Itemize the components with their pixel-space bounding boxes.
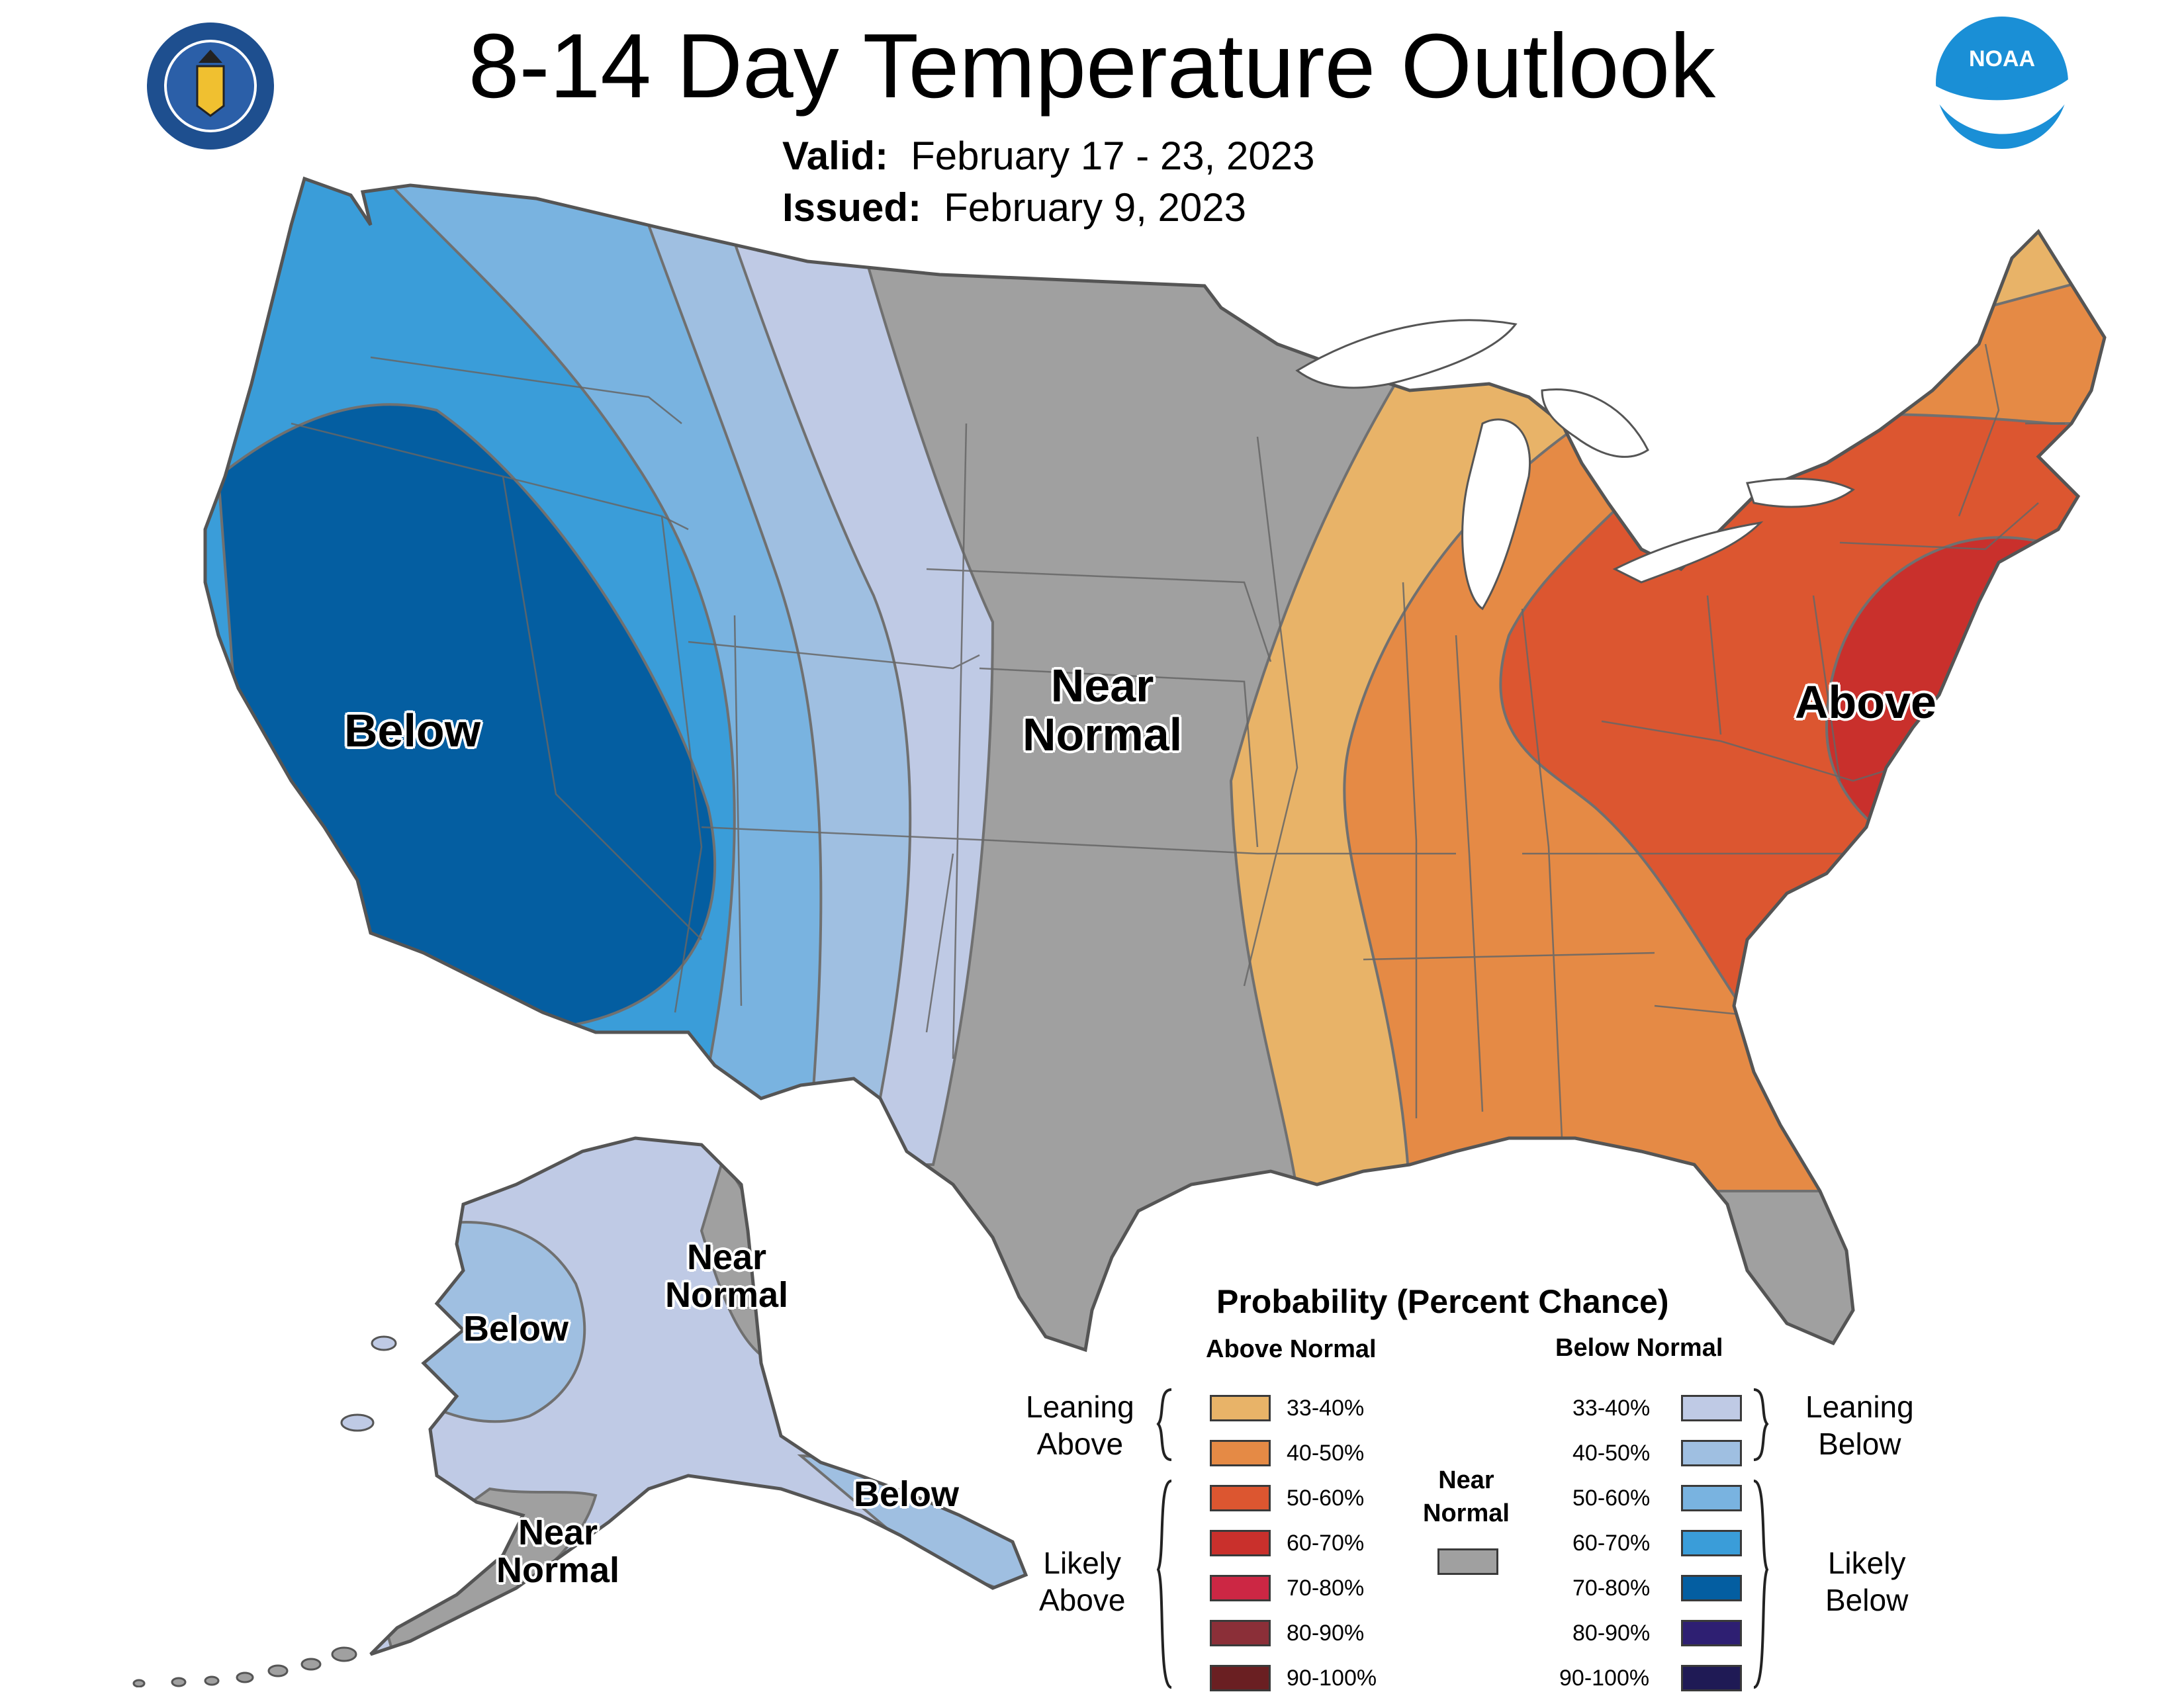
legend-above-swatch <box>1210 1620 1271 1646</box>
legend-below-level-label: 90-100% <box>1559 1666 1650 1691</box>
region-label-alaska-below-panhandle: Below <box>854 1474 960 1514</box>
legend-near-normal-label: Near Normal <box>1423 1466 1510 1527</box>
legend-above-level-label: 80-90% <box>1287 1621 1365 1646</box>
region-label-alaska-near-normal-east: Near Normal <box>665 1237 789 1315</box>
legend-below-swatch <box>1681 1395 1742 1421</box>
legend-above-swatch <box>1210 1440 1271 1466</box>
legend-above-level-label: 50-60% <box>1287 1486 1365 1511</box>
valid-dates: Valid: February 17 - 23, 2023 <box>782 132 1314 180</box>
legend-below-swatch <box>1681 1485 1742 1511</box>
legend-likely-above: Likely Above <box>1039 1546 1126 1617</box>
legend-below-level-label: 50-60% <box>1572 1486 1651 1511</box>
legend-leaning-above: Leaning Above <box>1026 1390 1134 1461</box>
region-label-alaska-near-normal-south: Near Normal <box>496 1513 620 1590</box>
issued-label: Issued: <box>782 185 922 230</box>
department-of-commerce-seal-icon <box>147 22 274 150</box>
legend-below-header: Below Normal <box>1555 1334 1723 1362</box>
legend-title: Probability (Percent Chance) <box>1216 1283 1669 1320</box>
legend-above-swatch <box>1210 1395 1271 1421</box>
legend-leaning-below: Leaning Below <box>1805 1390 1914 1461</box>
issued-value: February 9, 2023 <box>944 185 1247 230</box>
valid-label: Valid: <box>782 134 889 178</box>
issued-date: Issued: February 9, 2023 <box>782 184 1246 232</box>
region-label-conus-below: Below <box>344 705 481 756</box>
legend-above-swatch <box>1210 1530 1271 1556</box>
region-label-conus-near-normal: Near Normal <box>1023 660 1183 760</box>
legend-below-swatch <box>1681 1440 1742 1466</box>
noaa-logo-icon: NOAA <box>1936 17 2068 149</box>
legend-likely-below: Likely Below <box>1825 1546 1909 1617</box>
legend-above-level-label: 40-50% <box>1287 1441 1365 1466</box>
legend-above-swatch <box>1210 1575 1271 1601</box>
legend-near-normal-swatch <box>1437 1548 1498 1575</box>
legend-below-level-label: 60-70% <box>1572 1531 1651 1556</box>
legend-above-swatch <box>1210 1665 1271 1691</box>
legend-above-level-label: 33-40% <box>1287 1396 1365 1421</box>
legend-below-swatch <box>1681 1575 1742 1601</box>
legend-below-swatch <box>1681 1620 1742 1646</box>
legend-above-swatch <box>1210 1485 1271 1511</box>
legend-below-level-label: 70-80% <box>1572 1576 1651 1601</box>
legend-above-level-label: 90-100% <box>1287 1666 1377 1691</box>
legend-below-swatch <box>1681 1665 1742 1691</box>
valid-value: February 17 - 23, 2023 <box>911 134 1315 178</box>
legend-braces <box>1156 1388 1769 1689</box>
region-label-alaska-below-west: Below <box>463 1309 569 1349</box>
legend-above-header: Above Normal <box>1206 1335 1377 1363</box>
svg-text:NOAA: NOAA <box>1969 46 2035 71</box>
legend-below-level-label: 80-90% <box>1572 1621 1651 1646</box>
legend-above-level-label: 60-70% <box>1287 1531 1365 1556</box>
legend-below-level-label: 33-40% <box>1572 1396 1651 1421</box>
legend-below-swatch <box>1681 1530 1742 1556</box>
legend-above-level-label: 70-80% <box>1287 1576 1365 1601</box>
page-title: 8-14 Day Temperature Outlook <box>468 15 1716 117</box>
legend-below-level-label: 40-50% <box>1572 1441 1651 1466</box>
region-label-conus-above: Above <box>1795 676 1936 728</box>
